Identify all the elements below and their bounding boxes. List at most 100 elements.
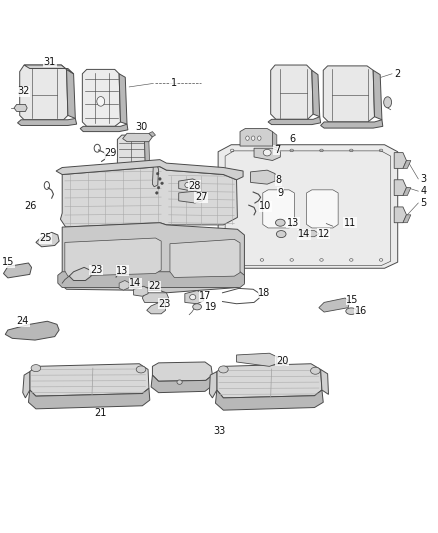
Polygon shape bbox=[209, 372, 217, 398]
Polygon shape bbox=[36, 232, 59, 247]
Polygon shape bbox=[80, 124, 128, 132]
Text: 14: 14 bbox=[298, 229, 310, 239]
Polygon shape bbox=[67, 69, 75, 118]
Polygon shape bbox=[56, 159, 243, 180]
Polygon shape bbox=[23, 372, 30, 398]
Polygon shape bbox=[268, 117, 321, 125]
Polygon shape bbox=[4, 263, 32, 278]
Polygon shape bbox=[69, 268, 91, 280]
Ellipse shape bbox=[157, 187, 160, 189]
Text: 28: 28 bbox=[188, 181, 201, 191]
Polygon shape bbox=[254, 148, 280, 160]
Text: 1: 1 bbox=[171, 78, 177, 88]
Polygon shape bbox=[218, 145, 398, 268]
Text: 30: 30 bbox=[136, 122, 148, 132]
Polygon shape bbox=[403, 188, 411, 196]
Text: 5: 5 bbox=[420, 198, 427, 208]
Polygon shape bbox=[307, 190, 338, 228]
Polygon shape bbox=[394, 207, 406, 223]
Polygon shape bbox=[373, 70, 382, 120]
Ellipse shape bbox=[276, 231, 286, 238]
Polygon shape bbox=[323, 66, 374, 122]
Text: 2: 2 bbox=[394, 69, 400, 79]
Polygon shape bbox=[82, 69, 120, 126]
Polygon shape bbox=[251, 170, 275, 184]
Text: 32: 32 bbox=[18, 86, 30, 96]
Text: 13: 13 bbox=[116, 266, 128, 276]
Polygon shape bbox=[24, 65, 74, 74]
Text: 12: 12 bbox=[318, 229, 330, 239]
Ellipse shape bbox=[251, 136, 255, 140]
Polygon shape bbox=[152, 165, 159, 187]
Text: 14: 14 bbox=[129, 278, 141, 288]
Ellipse shape bbox=[258, 136, 261, 140]
Text: 16: 16 bbox=[355, 306, 367, 316]
Polygon shape bbox=[151, 375, 212, 393]
Text: 19: 19 bbox=[205, 302, 217, 312]
Text: 3: 3 bbox=[420, 174, 427, 184]
Polygon shape bbox=[319, 298, 350, 312]
Polygon shape bbox=[14, 104, 27, 111]
Ellipse shape bbox=[159, 177, 161, 180]
Polygon shape bbox=[5, 321, 59, 340]
Text: 33: 33 bbox=[214, 426, 226, 436]
Polygon shape bbox=[20, 65, 68, 120]
Polygon shape bbox=[147, 302, 166, 314]
Text: 22: 22 bbox=[148, 281, 161, 291]
Text: 8: 8 bbox=[275, 175, 281, 185]
Ellipse shape bbox=[219, 366, 228, 373]
Text: 11: 11 bbox=[344, 217, 356, 228]
Text: 23: 23 bbox=[90, 265, 102, 275]
Polygon shape bbox=[18, 118, 77, 125]
Polygon shape bbox=[30, 364, 149, 396]
Text: 10: 10 bbox=[259, 201, 272, 211]
Polygon shape bbox=[271, 65, 313, 119]
Polygon shape bbox=[263, 190, 294, 228]
Polygon shape bbox=[321, 120, 383, 128]
Polygon shape bbox=[298, 231, 319, 237]
Ellipse shape bbox=[280, 360, 287, 366]
Text: 20: 20 bbox=[276, 356, 288, 366]
Text: 25: 25 bbox=[39, 233, 52, 243]
Polygon shape bbox=[145, 140, 150, 171]
Polygon shape bbox=[215, 390, 323, 410]
Ellipse shape bbox=[161, 182, 163, 184]
Polygon shape bbox=[152, 362, 212, 381]
Text: 9: 9 bbox=[277, 188, 283, 198]
Polygon shape bbox=[312, 70, 320, 117]
Polygon shape bbox=[60, 167, 237, 227]
Text: 17: 17 bbox=[199, 291, 212, 301]
Polygon shape bbox=[117, 135, 145, 174]
Polygon shape bbox=[185, 290, 204, 304]
Polygon shape bbox=[65, 238, 161, 276]
Ellipse shape bbox=[193, 304, 201, 310]
Text: 27: 27 bbox=[195, 192, 208, 203]
Text: 31: 31 bbox=[44, 56, 56, 67]
Polygon shape bbox=[403, 215, 411, 223]
Ellipse shape bbox=[185, 182, 190, 188]
Text: 7: 7 bbox=[274, 145, 280, 155]
Polygon shape bbox=[403, 160, 411, 168]
Ellipse shape bbox=[263, 149, 271, 156]
Polygon shape bbox=[58, 272, 244, 287]
Polygon shape bbox=[142, 293, 169, 302]
Polygon shape bbox=[28, 388, 150, 409]
Polygon shape bbox=[170, 239, 240, 278]
Polygon shape bbox=[237, 353, 277, 366]
Ellipse shape bbox=[155, 191, 158, 194]
Ellipse shape bbox=[136, 366, 146, 373]
Ellipse shape bbox=[276, 219, 285, 226]
Text: 18: 18 bbox=[258, 288, 271, 298]
Text: 21: 21 bbox=[94, 408, 106, 418]
Ellipse shape bbox=[384, 97, 392, 108]
Ellipse shape bbox=[31, 365, 41, 372]
Ellipse shape bbox=[190, 295, 196, 300]
Polygon shape bbox=[272, 132, 277, 148]
Ellipse shape bbox=[246, 136, 249, 140]
Polygon shape bbox=[179, 191, 202, 203]
Polygon shape bbox=[149, 132, 155, 137]
Polygon shape bbox=[134, 286, 148, 296]
Text: 24: 24 bbox=[17, 316, 29, 326]
Polygon shape bbox=[217, 364, 322, 398]
Polygon shape bbox=[179, 179, 201, 191]
